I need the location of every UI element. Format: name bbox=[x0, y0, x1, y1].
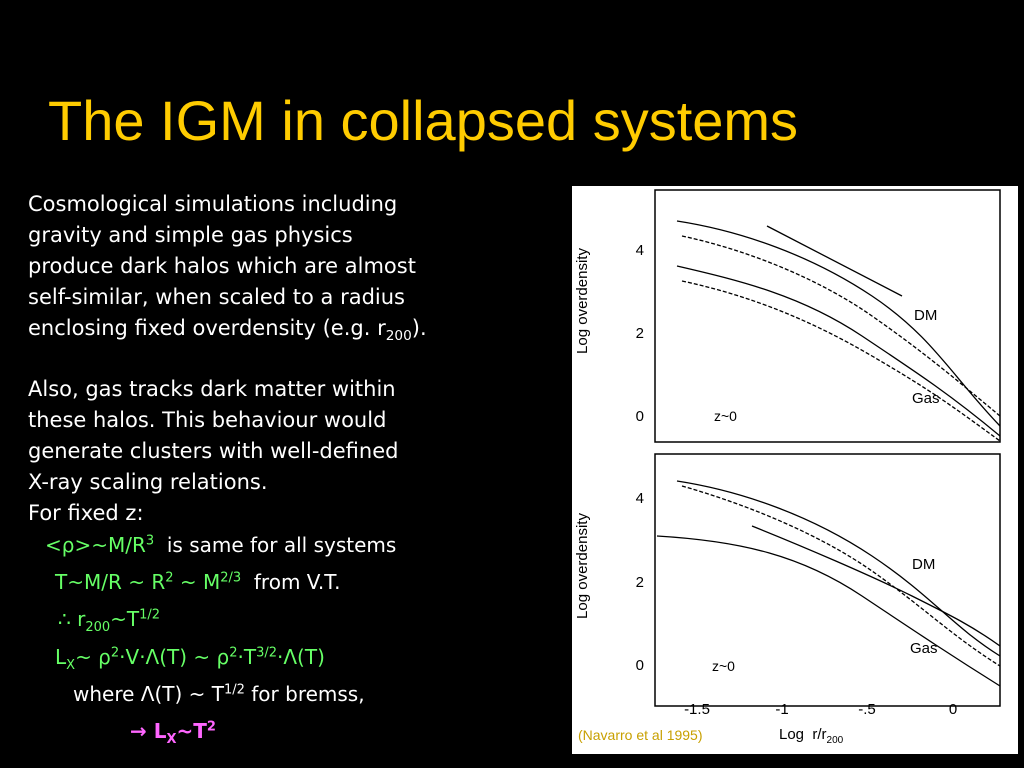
text: is same for all systems bbox=[154, 533, 397, 557]
text: ·Λ(T) bbox=[277, 645, 325, 669]
curves bbox=[656, 220, 1001, 687]
superscript: 2 bbox=[229, 645, 238, 661]
text-line: X-ray scaling relations. bbox=[28, 467, 268, 498]
text: ∴ r bbox=[58, 607, 86, 631]
text: ~ ρ bbox=[75, 645, 111, 669]
superscript: 2/3 bbox=[220, 570, 242, 586]
axes bbox=[654, 189, 1001, 707]
relation: T~M/R ~ R2 ~ M2/3 from V.T. bbox=[55, 570, 340, 594]
subscript: 200 bbox=[827, 735, 844, 746]
superscript: 2 bbox=[165, 570, 174, 586]
text-line: Also, gas tracks dark matter within bbox=[28, 374, 396, 405]
text: X-ray scaling relations. bbox=[28, 470, 268, 494]
x-tick-label: -1 bbox=[775, 701, 788, 718]
curve bbox=[681, 485, 1001, 667]
relation: → LX~T2 bbox=[130, 719, 216, 747]
text: ·V·Λ(T) ~ ρ bbox=[119, 645, 230, 669]
text: these halos. This behaviour would bbox=[28, 408, 387, 432]
relation: <ρ>~M/R3 is same for all systems bbox=[45, 533, 396, 557]
superscript: 3/2 bbox=[256, 645, 278, 661]
text: Log r/r bbox=[779, 726, 827, 743]
text: ~ M bbox=[173, 570, 221, 594]
curve-label: Gas bbox=[912, 390, 940, 407]
text: T~M/R ~ R bbox=[55, 570, 166, 594]
curve bbox=[766, 225, 903, 297]
text: For fixed z: bbox=[28, 501, 144, 525]
curve bbox=[676, 480, 1001, 657]
superscript: 2 bbox=[110, 645, 120, 661]
superscript: 1/2 bbox=[223, 682, 245, 698]
subscript: 200 bbox=[85, 620, 111, 635]
figure: Log overdensity 4 2 0 DM Gas z~0 Log ove… bbox=[572, 186, 1018, 754]
curve bbox=[681, 235, 1001, 417]
text: self-similar, when scaled to a radius bbox=[28, 285, 405, 309]
curve bbox=[676, 265, 1001, 437]
relation: where Λ(T) ~ T1/2 for bremss, bbox=[73, 682, 365, 706]
text: ). bbox=[411, 316, 427, 340]
panel-frame bbox=[654, 189, 1001, 443]
text: for bremss, bbox=[244, 682, 365, 706]
x-tick-label: 0 bbox=[949, 701, 957, 718]
relation: ∴ r200~T1/2 bbox=[58, 607, 160, 635]
curve-label: Gas bbox=[910, 640, 938, 657]
text: Cosmological simulations including bbox=[28, 192, 398, 216]
curve bbox=[656, 535, 1001, 687]
x-tick-label: -.5 bbox=[858, 701, 876, 718]
curve bbox=[751, 525, 1001, 647]
text-line: self-similar, when scaled to a radius bbox=[28, 282, 405, 313]
text: generate clusters with well-defined bbox=[28, 439, 399, 463]
superscript: 3 bbox=[145, 533, 155, 549]
x-tick-label: -1.5 bbox=[684, 701, 710, 718]
text-line: generate clusters with well-defined bbox=[28, 436, 398, 467]
y-tick-label: 4 bbox=[636, 490, 644, 507]
text: where Λ(T) ~ T bbox=[73, 682, 224, 706]
subscript: X bbox=[166, 732, 177, 747]
curve bbox=[681, 280, 1001, 442]
x-axis-label: Log r/r200 bbox=[779, 726, 844, 746]
text-line: produce dark halos which are almost bbox=[28, 251, 416, 282]
credit: (Navarro et al 1995) bbox=[578, 727, 703, 743]
superscript: 2 bbox=[206, 719, 216, 735]
text: produce dark halos which are almost bbox=[28, 254, 416, 278]
text: gravity and simple gas physics bbox=[28, 223, 353, 247]
y-tick-label: 0 bbox=[636, 408, 644, 425]
text: ~T bbox=[176, 719, 207, 743]
text: L bbox=[55, 645, 67, 669]
panel-frame bbox=[654, 453, 1001, 707]
text-line: these halos. This behaviour would bbox=[28, 405, 386, 436]
text: from V.T. bbox=[241, 570, 341, 594]
text: → L bbox=[130, 719, 167, 743]
y-tick-label: 4 bbox=[636, 242, 644, 259]
figure-background bbox=[572, 186, 1018, 754]
y-tick-label: 0 bbox=[636, 657, 644, 674]
curve-label: DM bbox=[912, 556, 935, 573]
superscript: 1/2 bbox=[139, 607, 161, 623]
curve-label: DM bbox=[914, 307, 937, 324]
text-line: gravity and simple gas physics bbox=[28, 220, 353, 251]
y-tick-label: 2 bbox=[636, 574, 644, 591]
text: enclosing fixed overdensity (e.g. r bbox=[28, 316, 386, 340]
redshift-label: z~0 bbox=[712, 658, 735, 674]
y-tick-label: 2 bbox=[636, 325, 644, 342]
text-line: For fixed z: bbox=[28, 498, 144, 529]
text: <ρ>~M/R bbox=[45, 533, 146, 557]
slide-title: The IGM in collapsed systems bbox=[48, 89, 799, 152]
text-line: enclosing fixed overdensity (e.g. r200). bbox=[28, 313, 427, 352]
subscript: 200 bbox=[385, 328, 412, 345]
text: ·T bbox=[237, 645, 257, 669]
y-axis-label: Log overdensity bbox=[574, 248, 591, 354]
relation: LX~ ρ2·V·Λ(T) ~ ρ2·T3/2·Λ(T) bbox=[55, 645, 325, 673]
redshift-label: z~0 bbox=[714, 408, 737, 424]
curve bbox=[676, 220, 1001, 427]
text-line: Cosmological simulations including bbox=[28, 189, 397, 220]
text: Also, gas tracks dark matter within bbox=[28, 377, 396, 401]
subscript: X bbox=[66, 658, 76, 673]
y-axis-label: Log overdensity bbox=[574, 513, 591, 619]
text: ~T bbox=[110, 607, 140, 631]
